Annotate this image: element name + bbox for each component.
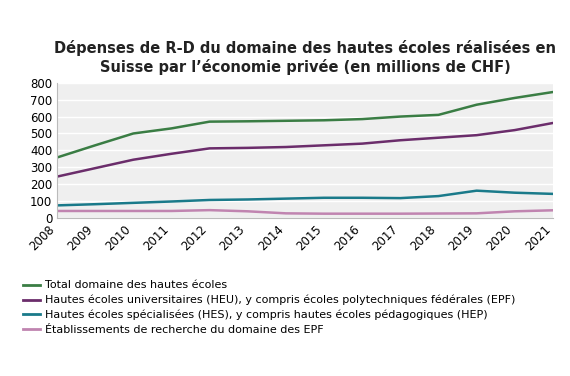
- Legend: Total domaine des hautes écoles, Hautes écoles universitaires (HEU), y compris é: Total domaine des hautes écoles, Hautes …: [23, 280, 515, 335]
- Title: Dépenses de R-D du domaine des hautes écoles réalisées en
Suisse par l’économie : Dépenses de R-D du domaine des hautes éc…: [54, 40, 556, 74]
